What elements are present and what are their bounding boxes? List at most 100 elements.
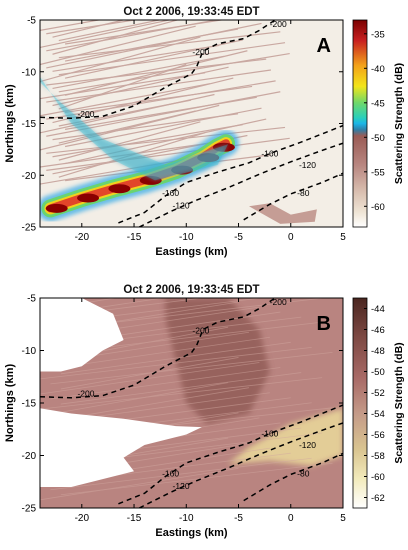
streak xyxy=(52,44,220,72)
y-tick-label: -5 xyxy=(27,16,36,27)
chart-title: Oct 2 2006, 19:33:45 EDT xyxy=(123,6,259,18)
colorbar-tick-label: -54 xyxy=(371,409,385,420)
plot-field: -200 -200 -200 -160 -160 -120 -120 -80 xyxy=(40,297,343,508)
streak xyxy=(40,20,172,49)
contour-label: -160 xyxy=(162,468,179,478)
colorbar-tick-label: -46 xyxy=(371,325,385,336)
streak xyxy=(46,22,262,69)
contour-label: -120 xyxy=(173,481,190,491)
colorbar-tick-label: -48 xyxy=(371,346,385,357)
streak xyxy=(46,137,290,171)
band-cell xyxy=(45,203,68,213)
chart-title: Oct 2 2006, 19:33:45 EDT xyxy=(123,284,259,296)
band-cell xyxy=(77,193,100,203)
contour-label: -120 xyxy=(173,200,190,210)
colorbar-tick-label: -45 xyxy=(371,98,385,109)
chart-panel-b: Oct 2 2006, 19:33:45 EDT-200-200-200-160… xyxy=(4,284,405,539)
x-tick-label: -15 xyxy=(127,232,142,243)
colorbar-tick-label: -56 xyxy=(371,430,385,441)
streak xyxy=(64,85,253,113)
streak xyxy=(40,20,102,31)
y-tick-label: -5 xyxy=(27,294,36,305)
contour-label: -200 xyxy=(77,389,94,399)
y-tick-label: -20 xyxy=(22,171,37,182)
contour-lines xyxy=(40,20,343,227)
streak xyxy=(50,382,229,415)
streak xyxy=(58,31,281,59)
colorbar xyxy=(352,297,368,509)
contour-lines xyxy=(40,298,343,508)
band-cell xyxy=(108,184,131,194)
chart-panel-a: Oct 2 2006, 19:33:45 EDT-200-200-200-160… xyxy=(4,6,405,258)
colorbar-tick-label: -35 xyxy=(371,29,385,40)
scattering-streaks xyxy=(40,20,290,185)
streak xyxy=(40,25,196,66)
streak xyxy=(58,52,290,93)
plot-field: -200 -200 -200 -160 -160 -120 -120 -80 xyxy=(40,19,343,227)
streak xyxy=(50,351,333,385)
streak xyxy=(60,357,239,390)
panel-label: B xyxy=(317,313,331,335)
colorbar-tick-label: -60 xyxy=(371,202,385,213)
streak xyxy=(52,113,239,141)
contour-line xyxy=(118,404,343,505)
streak xyxy=(40,346,312,380)
contour-label: -200 xyxy=(192,326,209,336)
streak xyxy=(52,66,229,107)
x-tick-label: -20 xyxy=(75,513,90,524)
colorbar-tick-label: -62 xyxy=(371,493,385,504)
contour-line xyxy=(40,298,276,399)
colorbar xyxy=(352,19,368,228)
contour-label: -160 xyxy=(261,428,278,438)
no-data-region xyxy=(40,298,124,372)
contour-label: -120 xyxy=(299,160,316,170)
streak xyxy=(58,42,286,76)
streak xyxy=(46,126,286,154)
x-tick-label: 0 xyxy=(288,232,294,243)
streak xyxy=(64,118,267,165)
streak xyxy=(52,77,234,124)
x-axis-label: Eastings (km) xyxy=(155,527,227,539)
streak xyxy=(40,36,201,83)
colorbar-tick-label: -50 xyxy=(371,367,385,378)
x-tick-label: 5 xyxy=(340,513,346,524)
streak xyxy=(64,50,248,96)
streak xyxy=(52,20,126,38)
y-axis-label: Northings (km) xyxy=(4,364,16,443)
y-tick-label: -25 xyxy=(22,223,37,234)
y-tick-label: -20 xyxy=(22,451,37,462)
streak xyxy=(40,467,239,501)
x-axis-label: Eastings (km) xyxy=(155,246,227,258)
contour-label: -200 xyxy=(192,47,209,57)
streak xyxy=(46,80,276,120)
streak xyxy=(40,104,220,151)
colorbar-tick-label: -60 xyxy=(371,472,385,483)
contour-line xyxy=(138,142,343,227)
x-tick-label: -20 xyxy=(75,232,90,243)
streak xyxy=(60,341,291,375)
weak-patch xyxy=(249,203,317,224)
contour-label: -80 xyxy=(297,188,310,198)
streak xyxy=(58,20,163,42)
streak xyxy=(50,457,312,491)
y-axis-label: Northings (km) xyxy=(4,84,16,163)
y-tick-label: -10 xyxy=(22,67,37,78)
contour-label: -160 xyxy=(162,188,179,198)
x-tick-label: -10 xyxy=(179,232,194,243)
contour-label: -200 xyxy=(270,19,287,29)
x-tick-label: 0 xyxy=(288,513,294,524)
streak xyxy=(40,93,215,134)
x-tick-label: -5 xyxy=(234,232,243,243)
y-tick-label: -25 xyxy=(22,504,37,515)
streak xyxy=(46,69,271,103)
y-tick-label: -10 xyxy=(22,346,37,357)
colorbar-label: Scattering Strength (dB) xyxy=(393,342,405,463)
streak xyxy=(60,387,250,420)
contour-label: -120 xyxy=(299,440,316,450)
streak xyxy=(58,63,187,110)
streak xyxy=(58,121,201,161)
streak xyxy=(40,72,206,100)
contour-label: -200 xyxy=(270,297,287,307)
contour-line xyxy=(118,124,343,224)
